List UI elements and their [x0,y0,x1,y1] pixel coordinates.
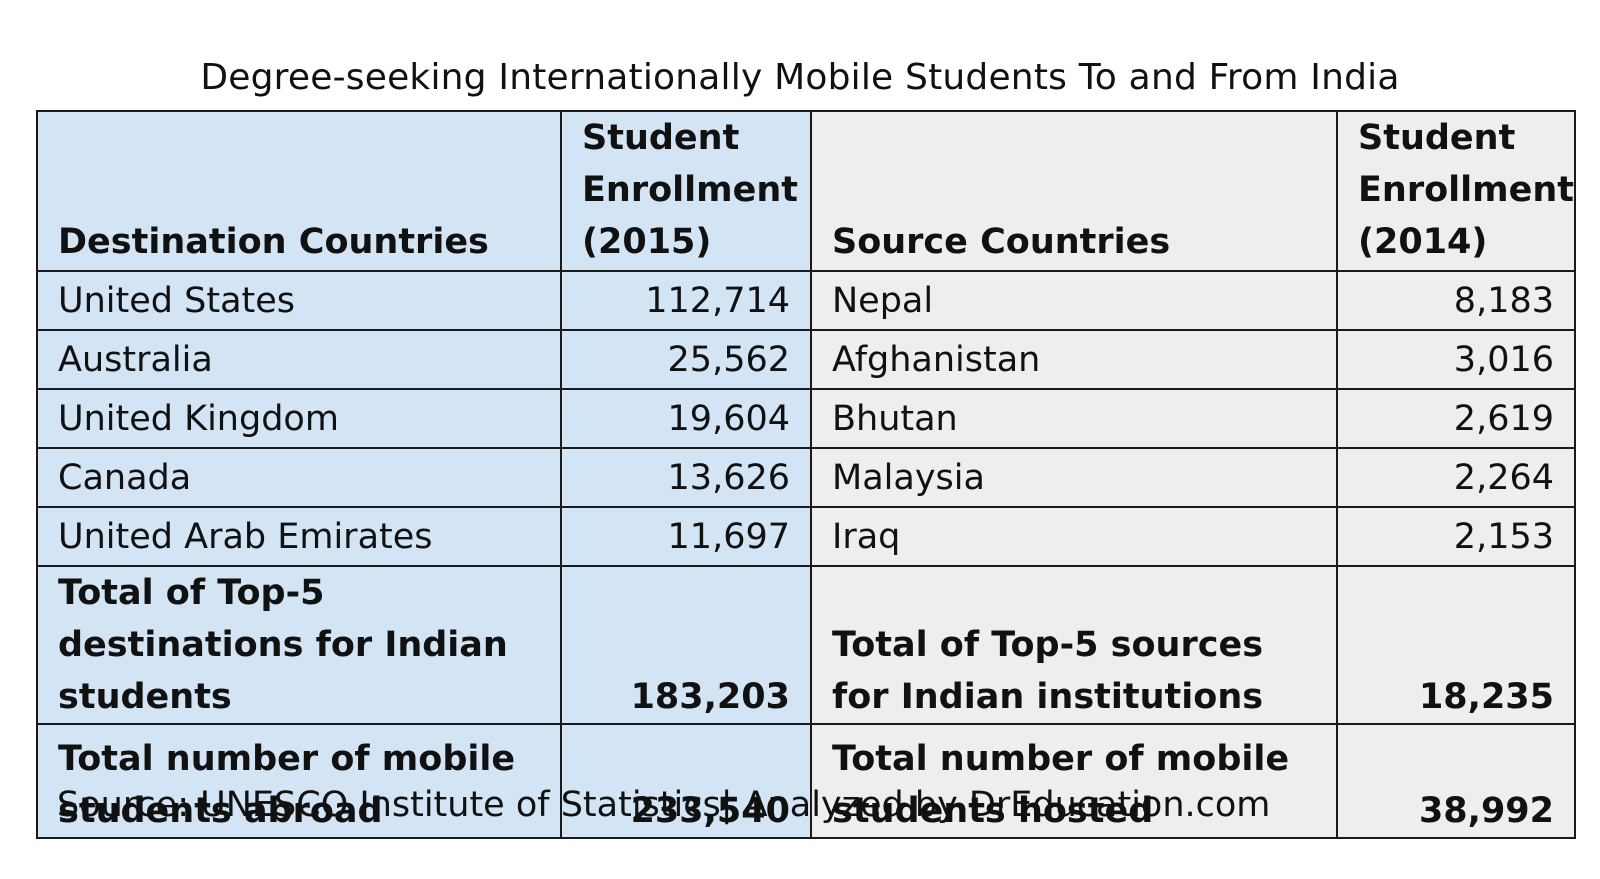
chart-title: Degree-seeking Internationally Mobile St… [200,57,1400,98]
total-abroad-value: 233,540 [560,723,812,839]
table-row: United Kingdom 19,604 Bhutan 2,619 [36,388,1576,449]
destination-enrollment-cell: 25,562 [560,329,812,390]
destination-cell: United States [36,270,562,331]
destination-cell: United Kingdom [36,388,562,449]
table-row: United States 112,714 Nepal 8,183 [36,270,1576,331]
header-source-countries: Source Countries [810,110,1338,272]
total-hosted-label: Total number of mobile students hosted [810,723,1338,839]
destination-cell: United Arab Emirates [36,506,562,567]
source-cell: Nepal [810,270,1338,331]
total-sources-value: 18,235 [1336,565,1576,725]
destination-enrollment-cell: 11,697 [560,506,812,567]
total-destinations-label: Total of Top-5 destinations for Indian s… [36,565,562,725]
total-hosted-value: 38,992 [1336,723,1576,839]
source-cell: Bhutan [810,388,1338,449]
source-enrollment-cell: 2,264 [1336,447,1576,508]
total-row: Total number of mobile students abroad 2… [36,723,1576,839]
source-enrollment-cell: 2,619 [1336,388,1576,449]
source-enrollment-cell: 2,153 [1336,506,1576,567]
table-row: Australia 25,562 Afghanistan 3,016 [36,329,1576,390]
total-sources-label: Total of Top-5 sources for Indian instit… [810,565,1338,725]
source-note: Source: UNESCO Institute of Statistics| … [57,785,1271,825]
source-cell: Malaysia [810,447,1338,508]
source-enrollment-cell: 3,016 [1336,329,1576,390]
destination-cell: Canada [36,447,562,508]
destination-enrollment-cell: 19,604 [560,388,812,449]
table-row: Canada 13,626 Malaysia 2,264 [36,447,1576,508]
source-cell: Iraq [810,506,1338,567]
source-cell: Afghanistan [810,329,1338,390]
header-destination-countries: Destination Countries [36,110,562,272]
destination-enrollment-cell: 112,714 [560,270,812,331]
enrollment-table: Destination Countries Student Enrollment… [36,110,1576,839]
table-row: United Arab Emirates 11,697 Iraq 2,153 [36,506,1576,567]
header-enrollment-2014: Student Enrollment (2014) [1336,110,1576,272]
destination-enrollment-cell: 13,626 [560,447,812,508]
header-enrollment-2015: Student Enrollment (2015) [560,110,812,272]
total-abroad-label: Total number of mobile students abroad [36,723,562,839]
table-header-row: Destination Countries Student Enrollment… [36,110,1576,272]
source-enrollment-cell: 8,183 [1336,270,1576,331]
destination-cell: Australia [36,329,562,390]
total-row: Total of Top-5 destinations for Indian s… [36,565,1576,725]
total-destinations-value: 183,203 [560,565,812,725]
